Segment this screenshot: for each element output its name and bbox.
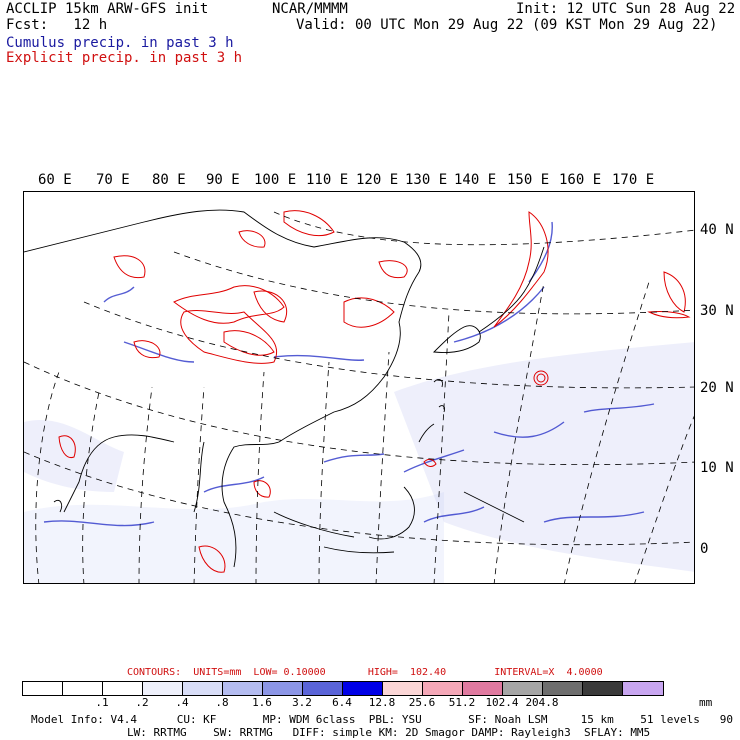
model-title: ACCLIP 15km ARW-GFS init — [6, 1, 209, 17]
longitude-label: 110 E — [306, 172, 349, 188]
colorbar-swatch — [383, 682, 423, 695]
longitude-label: 130 E — [405, 172, 448, 188]
explicit-precip-contours — [58, 210, 691, 573]
valid-time: Valid: 00 UTC Mon 29 Aug 22 (09 KST Mon … — [296, 17, 718, 33]
init-time: Init: 12 UTC Sun 28 Aug 22 — [516, 1, 736, 17]
colorbar-swatch — [263, 682, 303, 695]
colorbar-swatch — [183, 682, 223, 695]
colorbar-swatch — [343, 682, 383, 695]
colorbar-units: mm — [699, 696, 713, 709]
longitude-label: 150 E — [507, 172, 550, 188]
colorbar-tick-label: 6.4 — [332, 696, 352, 709]
colorbar-swatch — [103, 682, 143, 695]
colorbar-tick-label: 25.6 — [408, 696, 436, 709]
organization-label: NCAR/MMMM — [272, 1, 348, 17]
colorbar-tick-label: 12.8 — [368, 696, 396, 709]
latitude-label: 40 N — [700, 222, 734, 238]
contour-info: CONTOURS: UNITS=mm LOW= 0.10000 HIGH= 10… — [127, 667, 603, 678]
precipitation-map — [23, 191, 695, 584]
colorbar-swatch — [143, 682, 183, 695]
colorbar-tick-label: .1 — [95, 696, 109, 709]
coastlines — [24, 209, 545, 568]
colorbar-swatch — [463, 682, 503, 695]
longitude-label: 70 E — [96, 172, 130, 188]
colorbar-tick-label: .4 — [175, 696, 189, 709]
forecast-hour: Fcst: 12 h — [6, 17, 108, 33]
colorbar-tick-label: .8 — [215, 696, 229, 709]
colorbar-swatch — [23, 682, 63, 695]
model-info-line: Model Info: V4.4 CU: KF MP: WDM 6class P… — [31, 713, 740, 726]
colorbar-tick-label: 1.6 — [252, 696, 272, 709]
colorbar-swatch — [583, 682, 623, 695]
longitude-label: 60 E — [38, 172, 72, 188]
physics-info-line: LW: RRTMG SW: RRTMG DIFF: simple KM: 2D … — [127, 726, 651, 739]
latitude-label: 30 N — [700, 303, 734, 319]
precip-blue-streaks — [43, 221, 655, 527]
colorbar-tick-label: 204.8 — [525, 696, 559, 709]
explicit-legend-label: Explicit precip. in past 3 h — [6, 50, 243, 66]
colorbar-swatch — [63, 682, 103, 695]
precip-colorbar — [22, 681, 664, 696]
longitude-label: 80 E — [152, 172, 186, 188]
colorbar-swatch — [623, 682, 663, 695]
map-canvas — [24, 209, 694, 583]
longitude-label: 90 E — [206, 172, 240, 188]
cumulus-legend-label: Cumulus precip. in past 3 h — [6, 35, 234, 51]
lat-lon-grid — [24, 211, 694, 583]
colorbar-tick-label: 3.2 — [292, 696, 312, 709]
latitude-label: 20 N — [700, 380, 734, 396]
longitude-label: 100 E — [254, 172, 297, 188]
colorbar-swatch — [223, 682, 263, 695]
colorbar-tick-label: 102.4 — [485, 696, 519, 709]
colorbar-tick-label: .2 — [135, 696, 149, 709]
latitude-label: 0 — [700, 541, 709, 557]
colorbar-swatch — [503, 682, 543, 695]
longitude-label: 140 E — [454, 172, 497, 188]
colorbar-tick-label: 51.2 — [448, 696, 476, 709]
colorbar-swatch — [543, 682, 583, 695]
latitude-label: 10 N — [700, 460, 734, 476]
colorbar-swatch — [303, 682, 343, 695]
colorbar-swatch — [423, 682, 463, 695]
longitude-label: 120 E — [356, 172, 399, 188]
longitude-label: 160 E — [559, 172, 602, 188]
longitude-label: 170 E — [612, 172, 655, 188]
